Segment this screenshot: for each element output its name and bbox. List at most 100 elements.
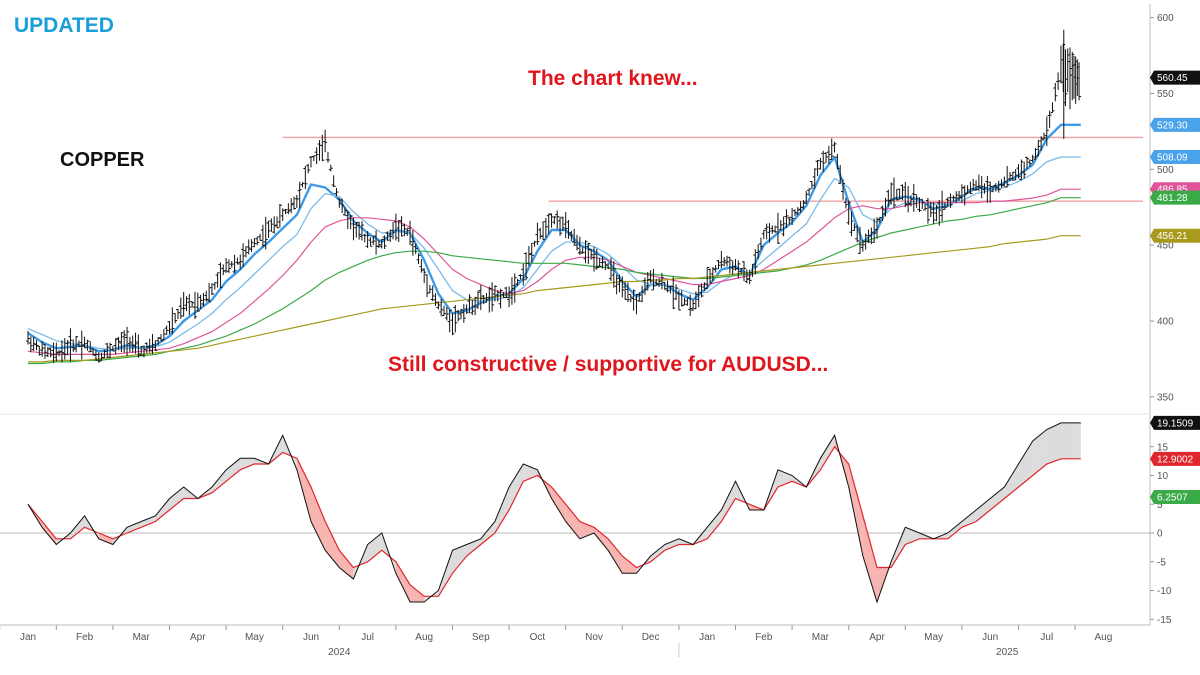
last-value-badge: [1150, 117, 1200, 132]
x-month-label: Jan: [20, 632, 36, 643]
last-value-badge: [1150, 228, 1200, 243]
x-month-label: Jul: [361, 632, 374, 643]
last-value-text: 486.85: [1157, 185, 1188, 196]
price-y-tick-label: 450: [1157, 241, 1174, 252]
x-month-label: May: [245, 632, 264, 643]
osc-fill-down: [622, 556, 637, 574]
osc-fill-up: [990, 487, 1005, 510]
price-bars: [26, 29, 1082, 363]
price-y-tick-label: 350: [1157, 392, 1174, 403]
last-value-badge: [1150, 70, 1200, 85]
last-value-badge: [1150, 150, 1200, 165]
osc-fill-down: [565, 504, 580, 539]
last-value-text: 560.45: [1157, 73, 1188, 84]
ema-slow-line: [27, 156, 1081, 351]
last-value-text: 6.2507: [1157, 493, 1188, 504]
x-month-label: Feb: [755, 632, 773, 643]
commodity-label: COPPER: [60, 149, 145, 171]
osc-fill-up: [820, 435, 835, 470]
osc-y-tick-label: 0: [1157, 529, 1163, 540]
last-value-text: 456.21: [1157, 231, 1188, 242]
x-month-label: Oct: [530, 632, 546, 643]
osc-fill-up: [1032, 429, 1047, 476]
osc-fill-up: [947, 521, 962, 539]
osc-fill-up: [70, 515, 85, 539]
osc-fill-up: [509, 464, 524, 510]
osc-y-tick-label: -15: [1157, 615, 1172, 626]
last-value-text: 529.30: [1157, 120, 1188, 131]
x-month-label: Apr: [190, 632, 206, 643]
osc-fill-up: [452, 544, 467, 574]
x-month-label: Apr: [869, 632, 885, 643]
x-month-label: Mar: [133, 632, 151, 643]
x-month-label: Jun: [303, 632, 319, 643]
osc-fill-up: [226, 458, 241, 482]
osc-fill-down: [296, 458, 311, 522]
osc-y-tick-label: 5: [1157, 500, 1163, 511]
x-month-label: May: [924, 632, 943, 643]
osc-fill-down: [395, 561, 411, 602]
ema-fast-line: [27, 123, 1081, 353]
x-month-label: Dec: [642, 632, 660, 643]
osc-fill-down: [42, 521, 57, 545]
osc-fill-up: [1061, 422, 1073, 459]
osc-fill-up: [650, 544, 665, 562]
osc-fill-down: [325, 521, 340, 568]
last-value-text: 19.1509: [1157, 418, 1194, 429]
price-y-tick-label: 400: [1157, 316, 1174, 327]
last-value-badge: [1150, 415, 1200, 430]
osc-fill-up: [1046, 422, 1061, 464]
x-year-label: 2025: [996, 647, 1019, 658]
price-y-tick-label: 600: [1157, 13, 1174, 24]
osc-fill-up: [141, 515, 156, 528]
osc-fill-up: [891, 527, 906, 568]
x-month-label: Jul: [1040, 632, 1053, 643]
osc-y-tick-label: -10: [1157, 586, 1172, 597]
osc-fill-up: [664, 538, 679, 551]
osc-fill-up: [212, 469, 227, 493]
osc-fill-down: [311, 487, 326, 551]
osc-fill-down: [848, 464, 863, 556]
osc-y-tick-label: 10: [1157, 471, 1169, 482]
resistance-lines: [282, 136, 1144, 202]
price-y-tick-label: 500: [1157, 165, 1174, 176]
chart-axes: 350 400 450 500 550 600 -15 -10 -5 0 5 10 15 Jan Feb Ma…: [0, 4, 1174, 658]
price-y-tick-label: 550: [1157, 89, 1174, 100]
osc-fill-up: [155, 498, 170, 522]
osc-fill-up: [721, 481, 736, 522]
ma-long-line: [28, 197, 1081, 365]
osc-fill-up: [367, 533, 382, 562]
x-month-label: Feb: [76, 632, 94, 643]
osc-fill-up: [1018, 441, 1033, 487]
osc-fill-up: [127, 521, 142, 533]
osc-fill-up: [976, 498, 991, 522]
osc-main-line: [27, 422, 1081, 604]
x-year-label: 2024: [328, 647, 351, 658]
osc-fill-down: [410, 584, 425, 602]
osc-signal-line: [27, 445, 1081, 597]
updated-tag: UPDATED: [14, 14, 114, 37]
subline-annotation: Still constructive / supportive for AUDU…: [388, 353, 829, 376]
last-value-text: 481.28: [1157, 193, 1188, 204]
x-month-label: Aug: [1095, 632, 1113, 643]
last-value-badge: [1150, 451, 1200, 466]
moving-average-lines: [27, 123, 1081, 365]
last-value-text: 508.09: [1157, 153, 1188, 164]
last-value-badge: [1150, 190, 1200, 205]
osc-fill-up: [1072, 422, 1081, 459]
osc-fill-up: [494, 487, 510, 533]
osc-fill-up: [480, 521, 495, 545]
osc-fill-up: [523, 464, 538, 482]
oscillator-panel: [27, 422, 1081, 604]
ma-mid-line: [27, 188, 1081, 355]
osc-fill-down: [594, 527, 609, 551]
x-month-label: Sep: [472, 632, 490, 643]
osc-fill-down: [862, 515, 877, 602]
x-month-label: Nov: [585, 632, 603, 643]
osc-fill-down: [551, 487, 566, 522]
osc-fill-down: [608, 538, 623, 574]
osc-fill-up: [240, 458, 255, 470]
osc-fill-down: [98, 533, 113, 545]
